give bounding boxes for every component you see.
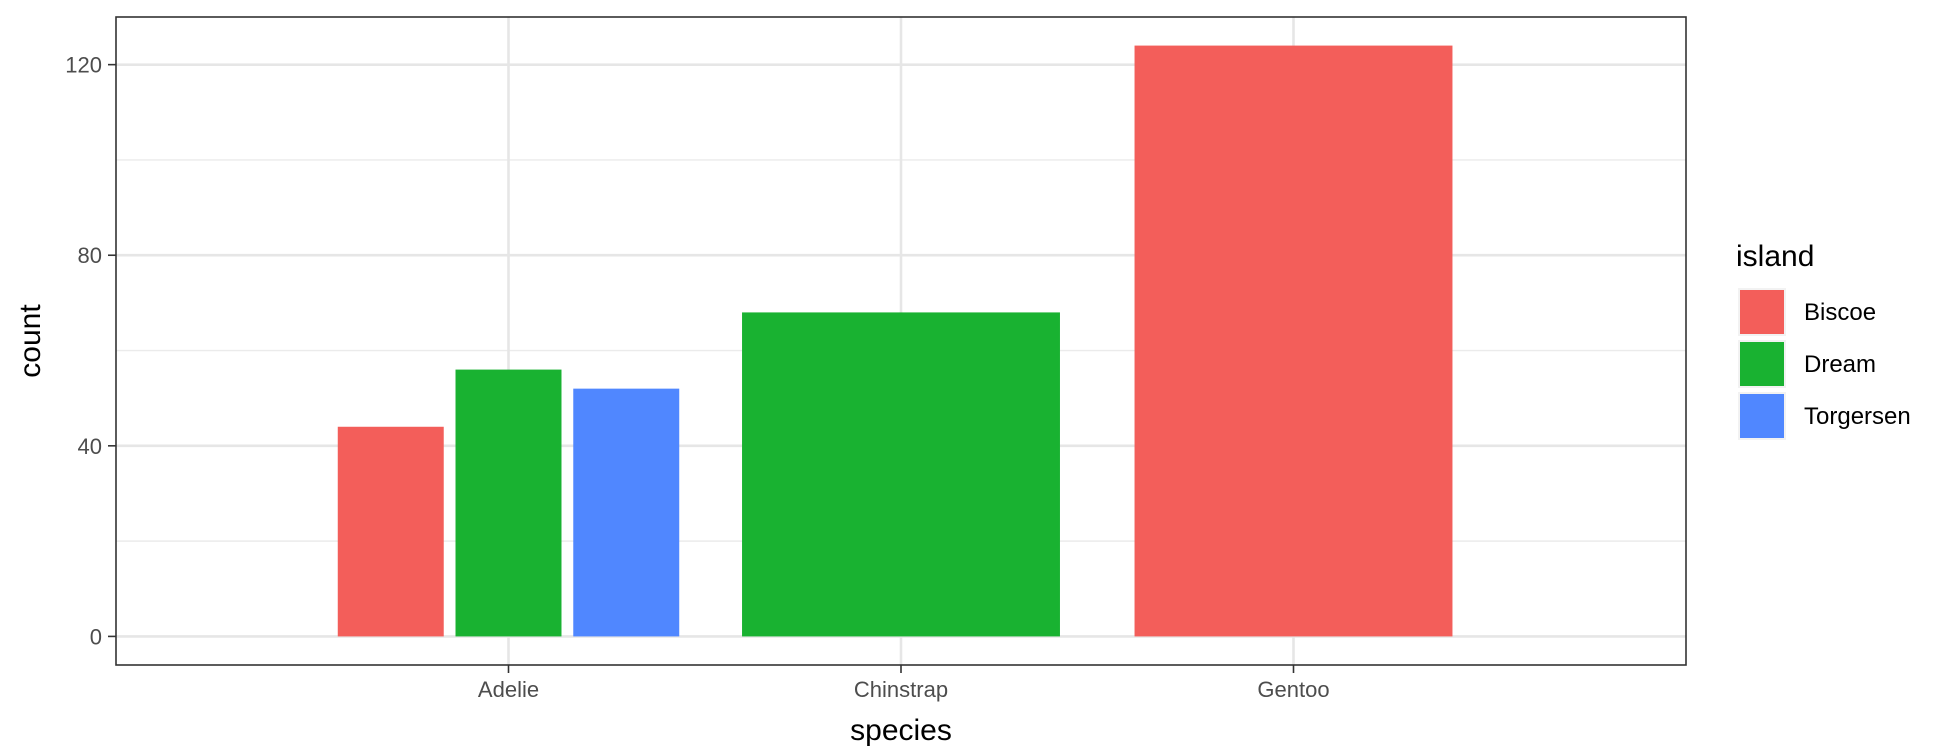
bar-adelie-biscoe bbox=[337, 426, 444, 637]
y-tick-label: 0 bbox=[90, 624, 102, 649]
y-tick-label: 120 bbox=[65, 53, 102, 78]
legend-title: island bbox=[1736, 240, 1814, 273]
bars bbox=[337, 45, 1453, 637]
legend-keys: Biscoe Dream Torgersen bbox=[1738, 288, 1911, 440]
y-axis-title: count bbox=[14, 304, 47, 378]
legend: island Biscoe Dream Torgersen bbox=[1736, 240, 1911, 440]
y-tick-label: 40 bbox=[78, 434, 102, 459]
legend-swatch-torgersen bbox=[1740, 394, 1784, 438]
bar-adelie-dream bbox=[455, 369, 562, 637]
legend-swatch-biscoe bbox=[1740, 290, 1784, 334]
x-tick-label: Adelie bbox=[478, 677, 539, 702]
legend-swatch-dream bbox=[1740, 342, 1784, 386]
y-axis: 0 40 80 120 bbox=[65, 53, 116, 649]
x-axis: Adelie Chinstrap Gentoo bbox=[478, 665, 1330, 702]
bar-adelie-torgersen bbox=[573, 388, 680, 637]
bar-gentoo-biscoe bbox=[1134, 45, 1453, 637]
legend-label-torgersen: Torgersen bbox=[1804, 403, 1911, 430]
x-tick-label: Gentoo bbox=[1257, 677, 1329, 702]
legend-label-dream: Dream bbox=[1804, 351, 1876, 378]
y-tick-label: 80 bbox=[78, 243, 102, 268]
x-tick-label: Chinstrap bbox=[854, 677, 948, 702]
bar-chinstrap-dream bbox=[742, 312, 1060, 637]
legend-label-biscoe: Biscoe bbox=[1804, 299, 1876, 326]
x-axis-title: species bbox=[850, 714, 952, 747]
